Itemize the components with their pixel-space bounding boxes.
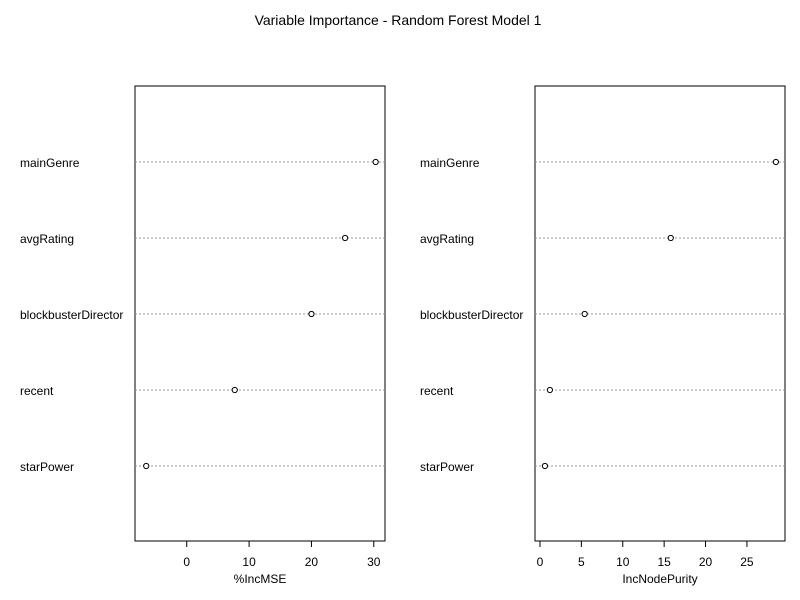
data-point-incmse (372, 158, 379, 166)
x-tick-label-incmse: 20 (305, 555, 319, 569)
data-point-incmse (231, 386, 238, 394)
data-point-incnodepurity (541, 462, 549, 470)
x-axis-label-incmse: %IncMSE (234, 572, 287, 586)
category-label-incnodepurity: starPower (420, 460, 474, 474)
x-tick-label-incmse: 30 (367, 555, 381, 569)
data-point-incnodepurity (667, 234, 674, 242)
category-label-incmse: starPower (20, 460, 74, 474)
category-label-incnodepurity: mainGenre (420, 156, 480, 170)
x-tick-label-incnodepurity: 10 (616, 555, 630, 569)
category-label-incnodepurity: recent (420, 384, 454, 398)
data-point-incmse (341, 234, 349, 242)
data-point-incmse (143, 462, 150, 470)
category-label-incnodepurity: avgRating (420, 232, 474, 246)
x-tick-label-incmse: 0 (183, 555, 190, 569)
category-label-incnodepurity: blockbusterDirector (420, 308, 523, 322)
data-point-incnodepurity (546, 386, 554, 394)
data-point-incmse (308, 310, 315, 318)
category-label-incmse: blockbusterDirector (20, 308, 123, 322)
x-tick-label-incmse: 10 (242, 555, 256, 569)
x-tick-label-incnodepurity: 20 (699, 555, 713, 569)
x-tick-label-incnodepurity: 15 (657, 555, 671, 569)
panel-incmse: mainGenre avgRating blockbusterDirector rec… (20, 85, 386, 586)
data-point-incnodepurity (772, 158, 779, 166)
category-label-incmse: recent (20, 384, 54, 398)
data-point-incnodepurity (581, 310, 588, 318)
x-tick-label-incnodepurity: 5 (578, 555, 585, 569)
x-tick-label-incnodepurity: 0 (537, 555, 544, 569)
x-axis-label-incnodepurity: IncNodePurity (622, 572, 697, 586)
panel-incnodepurity: mainGenre avgRating blockbusterDirector rec… (420, 85, 786, 586)
category-label-incmse: mainGenre (20, 156, 80, 170)
category-label-incmse: avgRating (20, 232, 74, 246)
x-tick-label-incnodepurity: 25 (740, 555, 754, 569)
figure-title: Variable Importance - Random Forest Mode… (255, 12, 542, 28)
